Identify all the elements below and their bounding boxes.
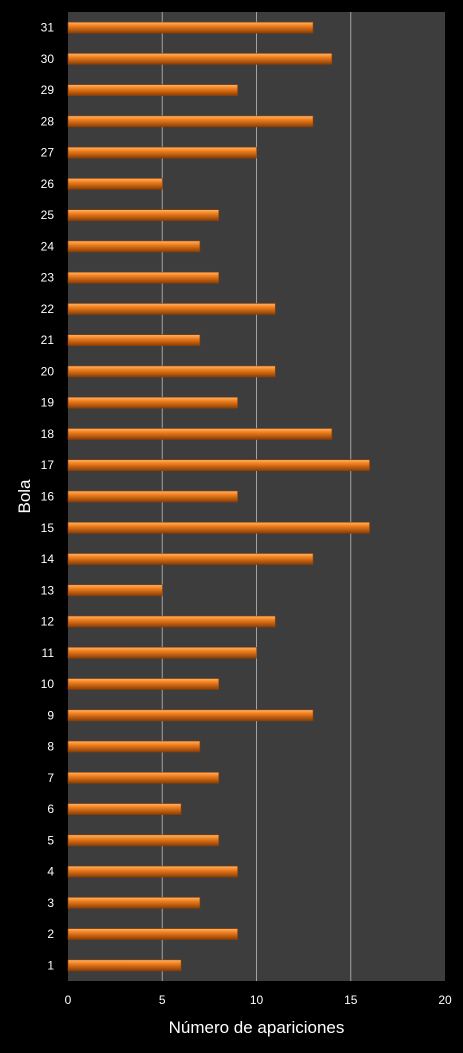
x-tick-label-20: 20 [438, 993, 452, 1007]
y-tick-label-2: 2 [47, 927, 54, 941]
bar-3 [67, 897, 201, 909]
y-tick-label-1: 1 [47, 958, 54, 972]
bar-18 [67, 428, 333, 440]
y-tick-label-10: 10 [41, 677, 55, 691]
bar-19 [67, 396, 238, 409]
y-tick-label-5: 5 [47, 833, 54, 847]
y-tick-label-3: 3 [47, 896, 54, 910]
bar-4 [67, 865, 238, 878]
y-tick-label-12: 12 [41, 615, 55, 629]
bar-15 [67, 521, 370, 534]
bar-29 [67, 84, 238, 96]
y-tick-label-6: 6 [47, 802, 54, 816]
y-tick-label-8: 8 [47, 740, 54, 754]
y-tick-label-31: 31 [41, 21, 55, 35]
y-tick-label-4: 4 [47, 865, 54, 879]
bar-22 [67, 303, 276, 315]
x-tick-label-15: 15 [344, 993, 358, 1007]
y-tick-label-17: 17 [41, 458, 55, 472]
y-axis-tick-labels: 1234567891011121314151617181920212223242… [41, 21, 55, 973]
bar-31 [67, 21, 314, 34]
bar-16 [67, 490, 238, 503]
y-tick-label-13: 13 [41, 583, 55, 597]
bar-28 [67, 115, 314, 128]
x-axis-tick-labels: 0 5 10 15 20 [65, 993, 452, 1007]
y-tick-label-28: 28 [41, 114, 55, 128]
bar-2 [67, 928, 238, 940]
y-tick-label-14: 14 [41, 552, 55, 566]
y-tick-label-30: 30 [41, 52, 55, 66]
bar-26 [67, 178, 163, 190]
y-tick-label-21: 21 [41, 333, 55, 347]
y-tick-label-7: 7 [47, 771, 54, 785]
y-tick-label-15: 15 [41, 521, 55, 535]
y-tick-label-22: 22 [41, 302, 55, 316]
y-tick-label-9: 9 [47, 708, 54, 722]
bar-6 [67, 803, 182, 815]
x-tick-label-5: 5 [159, 993, 166, 1007]
bar-12 [67, 615, 276, 628]
bar-23 [67, 271, 220, 284]
bar-14 [67, 553, 314, 565]
bar-30 [67, 53, 333, 65]
y-tick-label-16: 16 [41, 490, 55, 504]
y-tick-label-26: 26 [41, 177, 55, 191]
x-tick-label-10: 10 [250, 993, 264, 1007]
y-tick-label-18: 18 [41, 427, 55, 441]
bar-1 [67, 959, 182, 972]
y-tick-label-29: 29 [41, 83, 55, 97]
bars [67, 21, 370, 972]
bar-24 [67, 240, 201, 253]
bar-13 [67, 584, 163, 597]
y-tick-label-23: 23 [41, 271, 55, 285]
y-tick-label-19: 19 [41, 396, 55, 410]
bar-9 [67, 709, 314, 722]
x-axis-title: Número de apariciones [169, 1018, 345, 1037]
bar-21 [67, 334, 201, 347]
y-axis-title: Bola [15, 479, 34, 514]
y-tick-label-25: 25 [41, 208, 55, 222]
bar-25 [67, 209, 220, 221]
bar-17 [67, 459, 370, 472]
x-tick-label-0: 0 [65, 993, 72, 1007]
bar-7 [67, 772, 220, 784]
y-tick-label-24: 24 [41, 239, 55, 253]
bar-5 [67, 834, 220, 847]
y-tick-label-11: 11 [42, 646, 55, 660]
y-tick-label-20: 20 [41, 364, 55, 378]
bar-8 [67, 740, 201, 753]
bar-11 [67, 646, 257, 659]
bar-20 [67, 365, 276, 378]
bar-27 [67, 146, 257, 159]
bar-10 [67, 678, 220, 690]
y-tick-label-27: 27 [41, 146, 55, 160]
